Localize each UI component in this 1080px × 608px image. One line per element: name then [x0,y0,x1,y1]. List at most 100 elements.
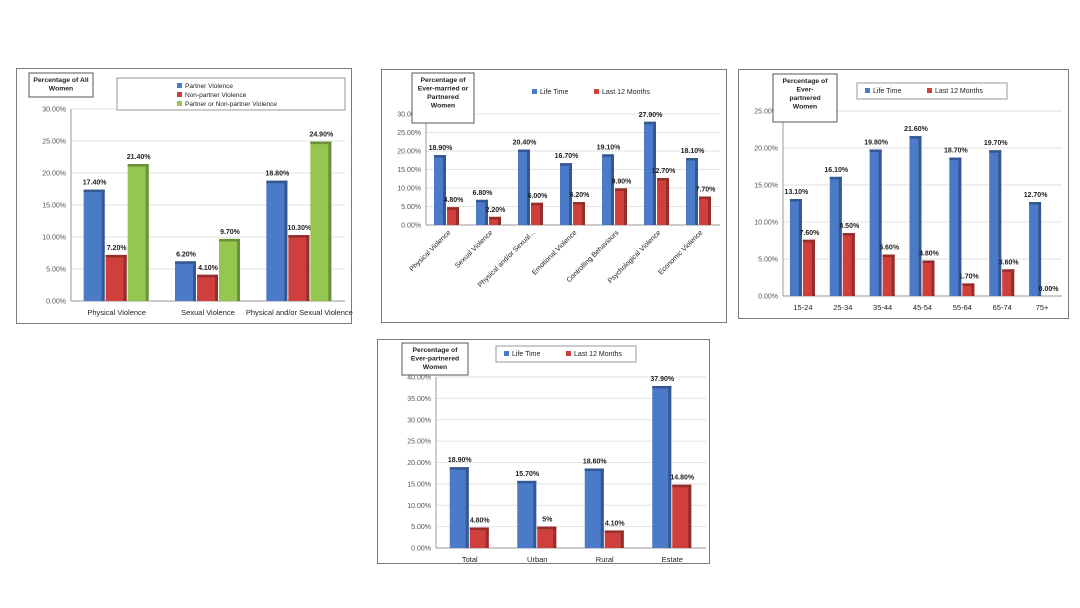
bar-group [449,467,469,548]
data-label: 4.80% [919,250,940,257]
bar-top [449,467,469,470]
bar-top [197,274,218,278]
bar-group [105,254,127,301]
bar [219,238,240,301]
category-label: Physical Violence [87,308,146,317]
bar-top [869,149,882,152]
bar-group [802,239,815,296]
data-label: 3.60% [999,259,1020,266]
bar-top [288,235,310,238]
bar-group [310,141,332,301]
bar-top [517,480,537,484]
category-label: Rural [596,555,614,564]
bar [829,176,842,296]
data-label: 18.70% [944,148,969,155]
bar-top [962,283,975,286]
data-label: 5.60% [879,245,900,252]
legend-label: Last 12 Months [602,89,650,96]
data-label: 5% [542,517,553,524]
data-label: 6.20% [570,192,591,199]
bar-top [434,155,446,158]
bar-top [266,180,288,184]
bar-group [560,163,572,225]
bar-top [584,468,604,471]
bar-shade [328,141,332,301]
bar [310,141,332,301]
bar-group [909,136,922,296]
data-label: 16.70% [555,153,580,160]
bar-top [83,189,105,193]
bar-shade [145,164,149,301]
bar-shade [620,530,624,548]
bar [449,467,469,548]
data-label: 18.90% [448,457,473,464]
bar-shade [688,484,692,548]
bar-top [469,527,489,530]
bar-shade [1011,269,1015,296]
bar-shade [101,189,105,301]
bar [882,254,895,296]
y-tick-label: 5.00% [46,267,66,274]
data-label: 4.10% [198,265,219,272]
data-label: 4.80% [444,197,465,204]
bar [266,180,288,301]
legend-swatch [177,83,182,88]
y-tick-label: 5.00% [411,524,431,531]
bar-top [573,202,585,205]
y-tick-label: 20.00% [42,171,66,178]
category-label: Economic Violence [657,229,704,276]
data-label: 21.40% [127,154,152,161]
data-label: 6.00% [528,193,549,200]
bar-group [672,484,692,548]
data-label: 6.20% [176,251,197,258]
bar-group [531,202,543,225]
data-label: 12.70% [652,168,677,175]
bar-shade [284,180,288,301]
bar-shade [456,207,459,225]
bar-shade [811,239,815,296]
bar-shade [443,155,446,225]
data-label: 19.70% [984,140,1009,147]
data-label: 13.10% [785,189,810,196]
bar-group [989,150,1002,296]
y-tick-label: 40.00% [407,375,431,382]
category-label: Total [462,555,478,564]
bar-group [789,199,802,296]
category-label: Sexual Violence [181,308,235,317]
chart-panel-types-of-violence: 0.00% 5.00% 10.00% 15.00% 20.00% 25.00% 30.00%… [381,69,727,323]
legend-swatch [532,89,537,94]
bar-group [447,207,459,225]
y-tick-label: 10.00% [397,186,421,193]
data-label: 16.10% [824,167,849,174]
data-label: 18.90% [429,145,454,152]
bar-shade [851,233,855,296]
y-tick-label: 5.00% [758,257,778,264]
data-label: 18.60% [583,458,608,465]
bar-top [802,239,815,243]
bar-group [219,238,240,301]
bar-group [127,164,149,301]
legend-label: Life Time [540,89,569,96]
bar-top [615,188,627,191]
bar-top [447,207,459,210]
bar-top [105,254,127,258]
bar-top [652,385,672,389]
chart-title: Percentage of Ever-partnered Women [411,347,459,371]
data-label: 21.60% [904,126,929,133]
data-label: 15.70% [515,471,540,478]
bar-top [489,216,501,220]
bar-top [922,260,935,263]
data-label: 12.70% [1024,192,1049,199]
bar [537,526,557,548]
bar-top [518,149,530,153]
data-label: 18.80% [265,171,290,178]
bar-group [602,154,614,225]
bar-top [219,238,240,242]
bar [197,274,218,301]
bar-group [962,283,975,296]
bar-group [842,233,855,296]
data-label: 27.90% [639,112,664,119]
category-label: Urban [527,555,547,564]
bar-group [537,526,557,548]
category-label: Estate [662,555,683,564]
